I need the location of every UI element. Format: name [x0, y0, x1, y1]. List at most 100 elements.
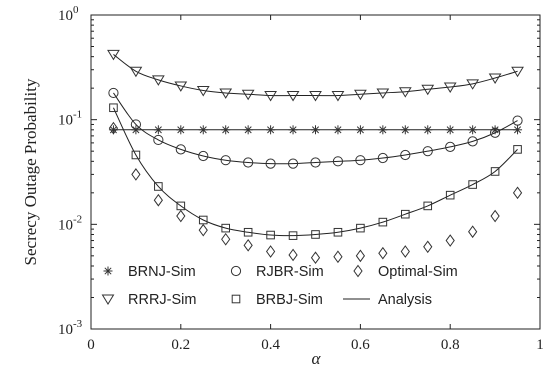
brbj-simpoint [333, 227, 343, 237]
brbj-simpoint [109, 103, 118, 113]
sim-markers [107, 49, 524, 265]
y-tick-label: 10-2 [58, 213, 82, 233]
brbj-simpoint [445, 190, 455, 200]
legend-label: Optimal-Sim [378, 264, 458, 280]
legend-triangle-down-swatch [101, 294, 115, 305]
rrrj-simpoint [443, 82, 457, 93]
rrrj-simpoint [241, 89, 255, 101]
brbj-simpoint [311, 230, 320, 239]
rjbr-simpoint [512, 115, 523, 126]
legend-label: BRBJ-Sim [256, 292, 323, 308]
x-axis-label: α [312, 349, 322, 368]
rjbr-simpoint [332, 156, 344, 167]
analysis-curves [112, 54, 518, 237]
brnj-simpoint [243, 125, 253, 135]
rjbr-simpoint [490, 127, 501, 138]
rrrj-simpoint [331, 91, 345, 102]
rjbr-simpoint [175, 144, 186, 155]
optimal-simpoint [265, 245, 276, 258]
brnj-simpoint [378, 125, 388, 135]
analysis-line [112, 107, 518, 237]
x-tick-label: 0 [87, 337, 95, 353]
optimal-simpoint [378, 246, 388, 260]
optimal-simpoint [400, 245, 410, 258]
rrrj-simpoint [151, 75, 165, 86]
optimal-simpoint [153, 193, 163, 207]
optimal-simpoint [221, 232, 231, 246]
optimal-simpoint [131, 168, 141, 181]
analysis-line [113, 92, 518, 165]
y-tick-label: 10-1 [58, 109, 82, 129]
rrrj-simpoint [511, 66, 524, 78]
rjbr-simpoint [198, 150, 209, 162]
brbj-simpoint [154, 182, 163, 191]
legend-asterisk-swatch [103, 266, 113, 276]
brbj-simpoint [513, 145, 522, 154]
rjbr-simpoint [130, 119, 141, 130]
rrrj-simpoint [309, 91, 322, 102]
brbj-simpoint [243, 227, 253, 237]
brbj-simpoint [131, 150, 141, 160]
rjbr-simpoint [265, 158, 276, 169]
legend: BRNJ-Sim RJBR-Sim Optimal-Sim RRRJ-Sim BRBJ-… [101, 264, 458, 308]
rrrj-simpoint [466, 79, 480, 90]
legend-diamond-swatch [353, 264, 363, 278]
legend-label: RRRJ-Sim [128, 292, 196, 308]
optimal-simpoint [288, 248, 298, 262]
rrrj-simpoint [264, 91, 277, 102]
brbj-simpoint [401, 209, 410, 219]
rjbr-simpoint [377, 152, 388, 164]
rjbr-simpoint [287, 158, 299, 169]
optimal-simpoint [176, 209, 186, 223]
brbj-simpoint [356, 223, 365, 233]
x-tick-label: 0.4 [261, 337, 280, 353]
brnj-simpoint [400, 125, 410, 135]
optimal-simpoint [468, 225, 478, 239]
rrrj-simpoint [174, 81, 188, 92]
x-tick-label: 0.2 [171, 337, 190, 353]
legend-square-swatch [231, 294, 241, 304]
brnj-simpoint [513, 125, 523, 135]
optimal-simpoint [512, 186, 523, 200]
rjbr-simpoint [108, 87, 119, 99]
rjbr-simpoint [467, 136, 478, 147]
rrrj-simpoint [488, 73, 502, 84]
x-tick-label: 0.6 [351, 337, 370, 353]
legend-label: BRNJ-Sim [128, 264, 196, 280]
legend-label: Analysis [378, 292, 432, 308]
analysis-line [113, 54, 518, 97]
legend-circle-swatch [230, 265, 242, 277]
x-tick-label: 0.8 [441, 337, 460, 353]
axis-ticks: 0 0.2 0.4 0.6 0.8 1 100 10-1 10-2 10-3 [58, 4, 544, 353]
brbj-simpoint [266, 230, 275, 240]
rjbr-simpoint [153, 134, 164, 146]
brbj-simpoint [288, 231, 298, 240]
rrrj-simpoint [129, 66, 143, 78]
rrrj-simpoint [286, 91, 300, 102]
brbj-simpoint [423, 201, 433, 211]
brnj-simpoint [176, 125, 186, 135]
brnj-simpoint [266, 125, 276, 135]
optimal-simpoint [310, 251, 321, 265]
brnj-simpoint [221, 125, 231, 135]
rjbr-simpoint [220, 155, 231, 166]
brbj-simpoint [378, 217, 388, 227]
brnj-simpoint [198, 125, 208, 135]
optimal-simpoint [108, 121, 119, 135]
optimal-simpoint [490, 209, 500, 223]
brnj-simpoint [131, 125, 141, 135]
brbj-simpoint [490, 167, 500, 176]
rjbr-simpoint [400, 149, 411, 161]
optimal-simpoint [423, 240, 433, 254]
rjbr-simpoint [355, 155, 366, 166]
optimal-simpoint [333, 250, 343, 264]
rjbr-simpoint [422, 146, 433, 157]
brnj-simpoint [153, 125, 163, 135]
rrrj-simpoint [107, 49, 120, 61]
y-tick-label: 10-3 [58, 318, 83, 338]
rrrj-simpoint [421, 84, 435, 96]
rjbr-simpoint [310, 157, 321, 168]
brnj-simpoint [311, 125, 320, 135]
brnj-simpoint [445, 125, 455, 135]
brnj-simpoint [333, 125, 343, 135]
